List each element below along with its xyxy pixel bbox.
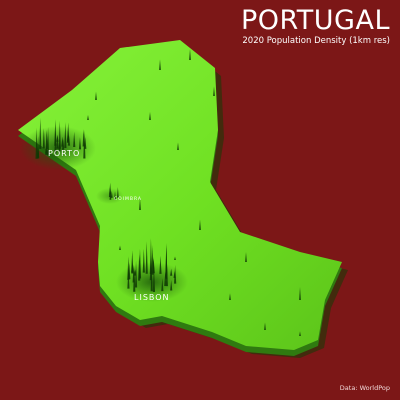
lisbon-density-spike (174, 264, 177, 284)
porto-density-spike (83, 130, 86, 159)
rural-density-spike (264, 322, 266, 330)
porto-density-spike (42, 128, 45, 149)
porto-density-spike (78, 137, 82, 150)
lisbon-density-spike (159, 255, 162, 274)
porto-density-spike (73, 131, 76, 148)
lisbon-density-spike (134, 260, 138, 288)
porto-density-spike (45, 145, 48, 155)
rural-density-spike (95, 91, 97, 100)
city-label-lisbon: LISBON (134, 293, 170, 302)
lisbon-density-spike (138, 248, 142, 279)
data-source-credit: Data: WorldPop (339, 384, 390, 392)
map-subtitle: 2020 Population Density (1km res) (242, 36, 390, 46)
porto-density-spike (58, 120, 61, 149)
rural-density-spike (177, 142, 179, 150)
lisbon-density-spike (152, 265, 156, 292)
rural-density-spike (199, 219, 201, 230)
lisbon-density-spike (149, 238, 153, 274)
rural-density-spike (119, 245, 121, 250)
porto-density-spike (37, 146, 40, 159)
coimbra-density-spike (114, 191, 116, 200)
porto-density-spike (54, 130, 57, 154)
rural-density-spike (245, 252, 247, 262)
lisbon-density-spike (131, 250, 134, 273)
porto-density-spike (56, 135, 59, 149)
city-label-porto: PORTO (48, 149, 80, 158)
rural-density-spike (159, 59, 161, 70)
portugal-landmass (18, 40, 342, 350)
lisbon-density-spike (164, 272, 167, 287)
rural-density-spike (149, 111, 151, 120)
lisbon-density-spike (127, 256, 130, 280)
porto-density-spike (35, 127, 38, 159)
lisbon-density-spike (131, 261, 134, 274)
coimbra-density-spike (109, 182, 112, 195)
coimbra-density-spike (116, 187, 119, 198)
rural-density-spike (174, 256, 176, 260)
porto-density-spike (39, 118, 42, 149)
porto-density-spike (66, 130, 70, 143)
lisbon-density-spike (170, 280, 173, 291)
lisbon-density-spike (133, 265, 136, 292)
porto-density-spike (61, 136, 64, 147)
lisbon-density-spike (170, 268, 173, 276)
porto-density-spike (45, 129, 48, 149)
rural-density-spike (299, 331, 301, 336)
lisbon-density-spike (165, 245, 168, 280)
lisbon-density-spike (145, 241, 148, 274)
lisbon-density-spike (142, 248, 145, 273)
rural-density-spike (139, 198, 141, 210)
porto-density-spike (64, 122, 67, 149)
rural-density-spike (87, 114, 89, 120)
coimbra-density-spike (110, 190, 113, 198)
rural-density-spike (213, 86, 215, 96)
rural-density-spike (299, 287, 301, 300)
rural-density-spike (189, 49, 191, 60)
map-title: PORTUGAL (240, 5, 390, 36)
porto-density-spike (67, 135, 71, 146)
lisbon-density-spike (149, 258, 152, 281)
city-label-coimbra: COIMBRA (114, 196, 142, 202)
population-spikes (35, 49, 301, 336)
porto-density-spike (46, 127, 50, 156)
lisbon-density-spike (127, 269, 130, 289)
lisbon-density-spike (161, 278, 164, 292)
rural-density-spike (229, 293, 231, 300)
